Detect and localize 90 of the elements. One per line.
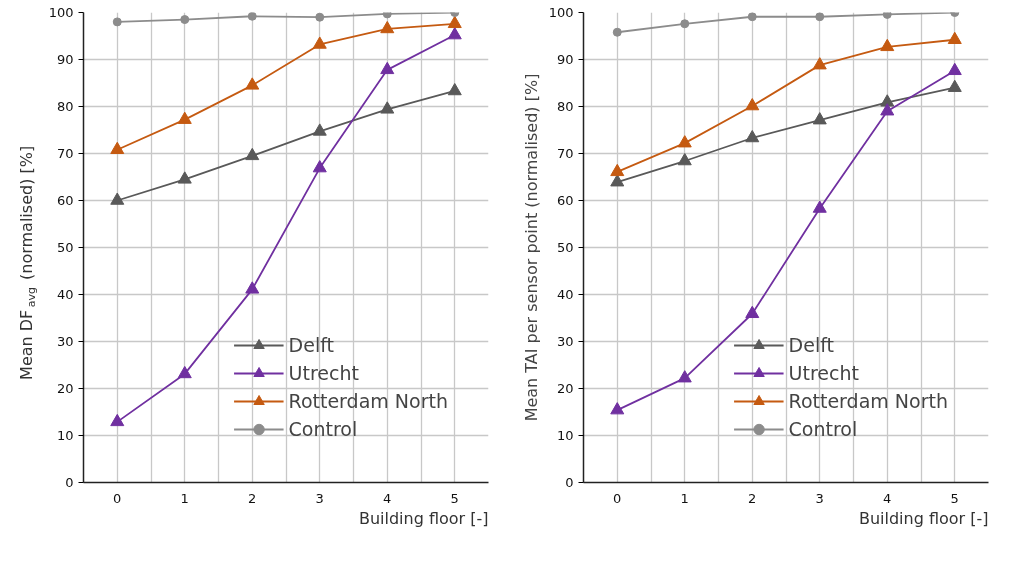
point [315,12,325,22]
point [815,12,825,22]
legend-label: Control [288,418,358,440]
point [380,101,395,114]
point [312,160,327,173]
y-tick-label: 80 [556,99,574,114]
point [380,20,395,34]
x-tick-label: 2 [248,490,257,506]
y-tick-label: 60 [556,193,574,208]
legend-label: Rotterdam North [788,390,948,412]
x-tick-label: 4 [383,490,392,506]
y-tick-label: 40 [56,287,74,302]
y-tick-label: 10 [556,428,574,443]
point [947,62,962,76]
point [947,31,962,45]
point [312,36,327,49]
x-tick-label: 5 [950,490,959,506]
y-tick-label: 40 [556,287,574,302]
point [110,413,125,427]
legend-label: Rotterdam North [288,390,448,412]
y-tick-label: 90 [556,52,574,67]
point [177,111,192,124]
x-tick-label: 0 [613,490,622,506]
point [245,77,260,90]
point [610,402,625,415]
point [610,163,625,177]
y-tick-label: 0 [565,475,574,490]
point [880,38,895,52]
point [177,171,192,184]
y-axis-title: Mean TAI per sensor point (normalised) [%] [521,73,541,422]
point [677,153,692,166]
point [812,57,827,70]
point [880,94,895,107]
y-tick-label: 10 [56,428,74,443]
x-axis-title: Building floor [-] [358,508,489,528]
y-tick-label: 50 [556,240,574,255]
legend-label: Utrecht [288,362,359,384]
legend-label: Delft [788,334,834,356]
x-axis-title: Building floor [-] [858,508,989,528]
y-tick-label: 30 [56,334,74,349]
x-tick-label: 2 [748,490,757,506]
point [245,147,260,161]
point [180,15,190,25]
point [312,123,327,136]
point [680,19,690,29]
point [110,141,125,154]
point [177,365,192,379]
x-tick-label: 1 [680,490,689,506]
y-tick-label: 30 [556,334,574,349]
y-tick-label: 90 [56,52,74,67]
y-tick-label: 80 [56,99,74,114]
point [110,192,125,205]
point [112,17,122,27]
x-tick-label: 3 [315,490,324,506]
point [880,103,895,116]
point [745,129,760,143]
point [612,27,622,37]
point [745,305,760,319]
legend-label: Delft [288,334,334,356]
legend-label: Control [788,418,858,440]
point [677,370,692,383]
point [947,79,962,92]
y-tick-label: 70 [56,146,74,161]
point [812,200,827,213]
point [447,82,462,96]
y-tick-label: 100 [48,5,74,20]
point [447,27,462,40]
point [247,12,257,21]
point [812,112,827,125]
y-tick-label: 100 [548,5,574,20]
y-tick-label: 20 [56,381,74,396]
y-tick-label: 60 [56,193,74,208]
x-tick-label: 5 [450,490,459,506]
y-tick-label: 0 [65,475,74,490]
point [245,281,260,294]
point [380,61,395,75]
point [745,98,760,111]
legend-label: Utrecht [788,362,859,384]
point [677,135,692,148]
x-tick-label: 3 [815,490,824,506]
y-tick-label: 70 [556,146,574,161]
point [610,174,625,187]
y-tick-label: 20 [556,381,574,396]
point [747,12,757,22]
x-tick-label: 1 [180,490,189,506]
y-axis-title: Mean DFavg (normalised) [%] [17,145,38,380]
x-tick-label: 4 [883,490,892,506]
x-tick-label: 0 [113,490,122,506]
point [447,15,462,29]
y-tick-label: 50 [56,240,74,255]
